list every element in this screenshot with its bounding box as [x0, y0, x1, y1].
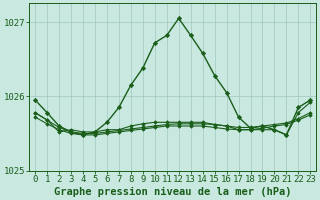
- X-axis label: Graphe pression niveau de la mer (hPa): Graphe pression niveau de la mer (hPa): [54, 186, 292, 197]
